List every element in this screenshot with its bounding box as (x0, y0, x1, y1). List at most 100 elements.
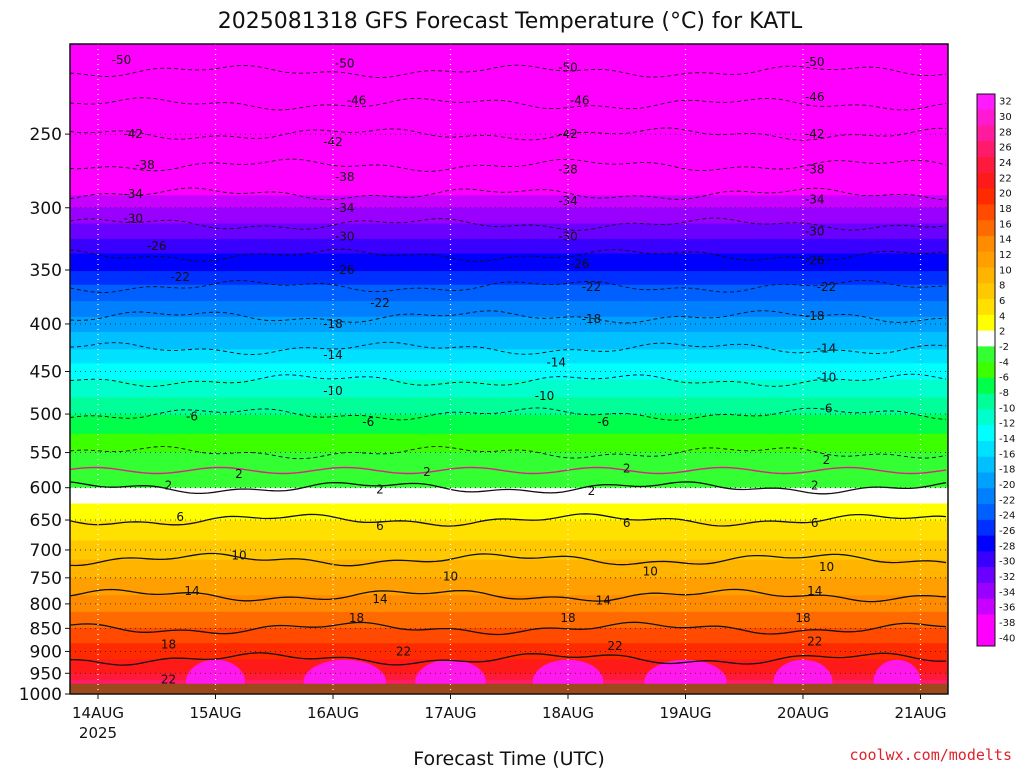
temperature-band (70, 533, 948, 536)
x-tick-label: 18AUG (542, 704, 594, 722)
temperature-band (70, 382, 948, 386)
contour-label: -46 (805, 90, 825, 104)
temperature-band (70, 458, 948, 462)
colorbar-swatch (977, 125, 995, 142)
contour-label: 6 (811, 516, 819, 530)
temperature-band (70, 355, 948, 359)
ground-below-surface (70, 683, 948, 694)
temperature-band (70, 310, 948, 315)
temperature-band (70, 384, 948, 388)
temperature-band (70, 319, 948, 324)
temperature-band (70, 584, 948, 587)
temperature-band (70, 454, 948, 457)
contour-label: 10 (231, 549, 246, 563)
colorbar-swatch (977, 409, 995, 426)
contour-line (70, 513, 947, 527)
temperature-band (70, 451, 948, 455)
temperature-band (70, 616, 948, 619)
y-tick-label: 600 (30, 479, 62, 499)
temperature-band (70, 495, 948, 499)
colorbar-swatch (977, 362, 995, 379)
temperature-band (70, 471, 948, 474)
temperature-band (70, 540, 948, 543)
temperature-band (70, 291, 948, 296)
contour-label: -22 (370, 296, 390, 310)
temperature-band (70, 397, 948, 401)
colorbar-swatch (977, 188, 995, 205)
temperature-band (70, 419, 948, 423)
temperature-band (70, 629, 948, 632)
colorbar-swatch (977, 488, 995, 505)
temperature-band (70, 568, 948, 571)
temperature-band (70, 331, 948, 336)
temperature-band (70, 249, 948, 255)
temperature-band (70, 663, 948, 666)
temperature-band (70, 253, 948, 258)
temperature-band (70, 466, 948, 470)
temperature-band (70, 156, 948, 162)
temperature-band (70, 69, 948, 76)
contour-label: 6 (623, 516, 631, 530)
y-tick-label: 700 (30, 541, 62, 561)
colorbar-swatch (977, 141, 995, 158)
plot-frame (69, 43, 949, 695)
temperature-band (70, 242, 948, 247)
credit-link[interactable]: coolwx.com/modelts (849, 746, 1012, 764)
temperature-band (70, 132, 948, 138)
chart-title: 2025081318 GFS Forecast Temperature (°C)… (218, 9, 803, 34)
colorbar-label: 30 (999, 112, 1012, 123)
temperature-band (70, 447, 948, 451)
temperature-band (70, 544, 948, 547)
y-tick-label: 300 (30, 199, 62, 219)
temperature-band (70, 643, 948, 646)
temperature-band (70, 146, 948, 153)
temperature-band (70, 473, 948, 476)
temperature-band (70, 422, 948, 426)
temperature-band (70, 405, 948, 409)
temperature-band (70, 664, 948, 667)
contour-label: 22 (396, 644, 411, 658)
temperature-band (70, 424, 948, 428)
temperature-band (70, 438, 948, 442)
temperature-band (70, 619, 948, 622)
y-tick-label: 800 (30, 595, 62, 615)
x-tick-label: 14AUG (72, 704, 124, 722)
temperature-band (70, 102, 948, 109)
temperature-band (70, 579, 948, 582)
colorbar-swatch (977, 440, 995, 458)
colorbar-swatch (977, 330, 995, 347)
temperature-band (70, 117, 948, 124)
temperature-band (70, 646, 948, 648)
temperature-band (70, 505, 948, 508)
contour-label: -50 (805, 55, 825, 69)
contour-line (70, 279, 947, 293)
warm-surface-region (873, 659, 921, 694)
temperature-band (70, 414, 948, 418)
temperature-band (70, 640, 948, 643)
temperature-band (70, 151, 948, 157)
temperature-band (70, 518, 948, 522)
contour-label: -42 (323, 135, 343, 149)
temperature-band (70, 641, 948, 644)
temperature-band (70, 301, 948, 305)
contour-label: -50 (335, 57, 355, 71)
contour-line (70, 407, 947, 421)
contour-label: -42 (805, 127, 825, 141)
temperature-band (70, 599, 948, 602)
contour-label: -22 (582, 280, 602, 294)
contour-label: 18 (560, 611, 575, 625)
temperature-band (70, 352, 948, 356)
x-axis-title: Forecast Time (UTC) (413, 748, 604, 768)
contour-label: -34 (805, 193, 825, 207)
temperature-band (70, 267, 948, 272)
colorbar-swatch (977, 472, 995, 489)
temperature-band (70, 511, 948, 514)
temperature-band (70, 522, 948, 525)
colorbar-label: 14 (999, 235, 1012, 246)
temperature-band (70, 284, 948, 289)
contour-label: 2 (623, 461, 631, 475)
temperature-band (70, 677, 948, 680)
contour-label: 2 (376, 483, 384, 497)
temperature-band (70, 501, 948, 505)
temperature-band (70, 651, 948, 654)
